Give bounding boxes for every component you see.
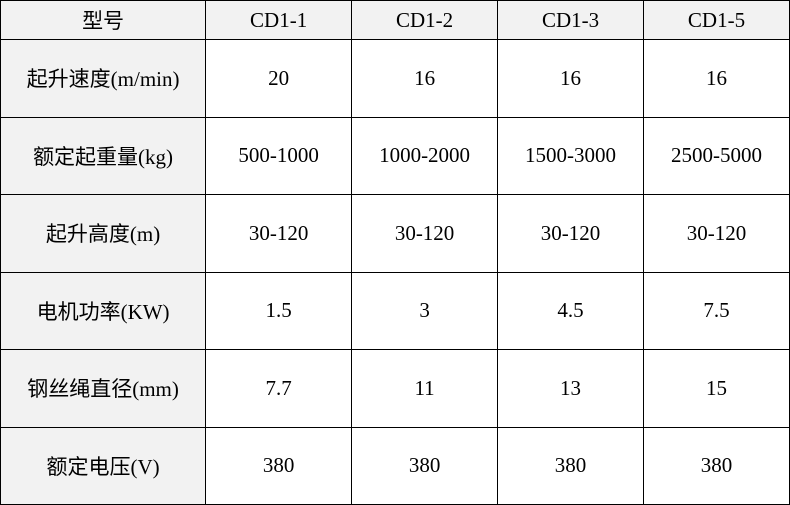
header-cd1-1: CD1-1: [206, 1, 352, 40]
row-value: 16: [644, 40, 790, 118]
row-value: 7.5: [644, 272, 790, 350]
table-row: 钢丝绳直径(mm) 7.7 11 13 15: [1, 350, 790, 428]
row-value: 380: [352, 427, 498, 505]
row-value: 20: [206, 40, 352, 118]
row-label: 额定电压(V): [1, 427, 206, 505]
row-value: 16: [498, 40, 644, 118]
row-value: 2500-5000: [644, 117, 790, 195]
row-value: 380: [644, 427, 790, 505]
row-value: 16: [352, 40, 498, 118]
row-value: 15: [644, 350, 790, 428]
table-row: 额定电压(V) 380 380 380 380: [1, 427, 790, 505]
table-row: 额定起重量(kg) 500-1000 1000-2000 1500-3000 2…: [1, 117, 790, 195]
table-row: 电机功率(KW) 1.5 3 4.5 7.5: [1, 272, 790, 350]
row-value: 380: [206, 427, 352, 505]
row-value: 1.5: [206, 272, 352, 350]
row-value: 30-120: [206, 195, 352, 273]
row-label: 起升高度(m): [1, 195, 206, 273]
row-label: 钢丝绳直径(mm): [1, 350, 206, 428]
header-model: 型号: [1, 1, 206, 40]
row-value: 30-120: [644, 195, 790, 273]
table-row: 起升速度(m/min) 20 16 16 16: [1, 40, 790, 118]
row-label: 电机功率(KW): [1, 272, 206, 350]
row-value: 380: [498, 427, 644, 505]
row-value: 1500-3000: [498, 117, 644, 195]
row-value: 13: [498, 350, 644, 428]
row-value: 3: [352, 272, 498, 350]
row-label: 额定起重量(kg): [1, 117, 206, 195]
spec-table: 型号 CD1-1 CD1-2 CD1-3 CD1-5 起升速度(m/min) 2…: [0, 0, 790, 505]
header-cd1-3: CD1-3: [498, 1, 644, 40]
row-value: 500-1000: [206, 117, 352, 195]
table-row: 起升高度(m) 30-120 30-120 30-120 30-120: [1, 195, 790, 273]
header-cd1-2: CD1-2: [352, 1, 498, 40]
header-cd1-5: CD1-5: [644, 1, 790, 40]
table-header-row: 型号 CD1-1 CD1-2 CD1-3 CD1-5: [1, 1, 790, 40]
row-value: 7.7: [206, 350, 352, 428]
row-value: 11: [352, 350, 498, 428]
row-value: 4.5: [498, 272, 644, 350]
row-label: 起升速度(m/min): [1, 40, 206, 118]
row-value: 30-120: [498, 195, 644, 273]
row-value: 1000-2000: [352, 117, 498, 195]
row-value: 30-120: [352, 195, 498, 273]
